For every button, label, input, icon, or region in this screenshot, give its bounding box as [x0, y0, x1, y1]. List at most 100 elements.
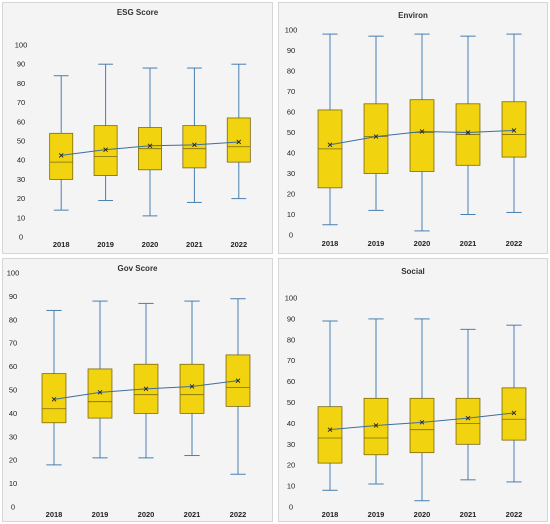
x-tick-label: 2018 — [46, 510, 63, 519]
box-2019 — [87, 300, 113, 459]
y-tick-label: 100 — [285, 294, 298, 303]
box-2018 — [317, 320, 343, 491]
box-iqr — [179, 363, 205, 414]
mean-marker — [236, 139, 242, 145]
y-tick-label: 100 — [7, 269, 20, 278]
chart-title: Environ — [398, 11, 428, 20]
y-tick-label: 70 — [287, 356, 295, 365]
mean-marker-stroke — [143, 386, 149, 392]
mean-marker-stroke — [373, 134, 379, 139]
y-tick-label: 30 — [9, 432, 17, 441]
y-tick-label: 70 — [287, 87, 295, 96]
y-tick-label: 30 — [17, 175, 25, 184]
y-tick-label: 60 — [17, 117, 25, 126]
mean-marker — [147, 143, 153, 149]
mean-marker — [511, 410, 517, 416]
mean-marker-stroke — [189, 384, 195, 389]
box-2021 — [455, 328, 481, 481]
box-2021 — [182, 67, 207, 203]
y-tick-label: 10 — [287, 210, 295, 219]
y-tick-label: 50 — [287, 398, 295, 407]
mean-marker — [419, 129, 425, 134]
y-tick-label: 80 — [9, 315, 17, 324]
box-iqr — [317, 406, 343, 464]
mean-marker-stroke — [192, 142, 197, 148]
mean-marker — [51, 397, 57, 402]
mean-marker — [143, 386, 149, 392]
x-tick-label: 2019 — [368, 510, 385, 519]
mean-marker — [235, 378, 241, 383]
x-tick-label: 2022 — [230, 240, 247, 249]
y-tick-label: 80 — [287, 67, 295, 76]
mean-marker-stroke — [97, 390, 103, 395]
box-iqr — [409, 397, 435, 454]
y-tick-label: 50 — [17, 137, 25, 146]
chart-panel-gov-score: Gov Score 0 10 20 30 40 50 60 70 80 90 100 2018 2019 2… — [2, 258, 273, 522]
mean-marker-stroke — [103, 147, 108, 152]
box-2022 — [225, 298, 251, 475]
mean-marker — [192, 142, 197, 148]
chart-panel-environ: Environ 0 10 20 30 40 50 60 70 80 90 100 2018 2019 202… — [278, 2, 548, 254]
y-tick-label: 70 — [9, 339, 17, 348]
mean-marker-stroke — [327, 142, 333, 148]
chart-svg-environ: Environ 0 10 20 30 40 50 60 70 80 90 100 2018 2019 202… — [285, 11, 527, 248]
x-tick-label: 2020 — [414, 510, 431, 519]
y-tick-label: 10 — [17, 213, 25, 222]
mean-marker-stroke — [419, 129, 425, 134]
box-2020 — [409, 318, 435, 502]
mean-marker — [327, 427, 333, 432]
y-tick-label: 50 — [9, 386, 17, 395]
x-tick-label: 2020 — [414, 239, 431, 248]
box-2019 — [363, 35, 389, 211]
mean-marker-stroke — [235, 378, 241, 383]
mean-marker — [511, 128, 517, 133]
mean-marker — [465, 415, 471, 421]
mean-marker — [419, 420, 425, 425]
y-tick-label: 100 — [285, 26, 298, 35]
box-2020 — [133, 302, 159, 459]
y-tick-label: 20 — [17, 194, 25, 203]
box-2019 — [363, 318, 389, 485]
chart-svg-esg-score: ESG Score 0 10 20 30 40 50 60 70 80 90 100 2018 2019 2… — [15, 8, 251, 249]
mean-marker — [465, 130, 471, 135]
box-iqr — [226, 117, 251, 163]
mean-marker — [97, 390, 103, 395]
y-tick-label: 10 — [287, 482, 295, 491]
box-iqr — [409, 99, 435, 172]
y-tick-label: 100 — [15, 41, 28, 50]
box-2018 — [41, 309, 67, 466]
x-tick-label: 2019 — [97, 240, 114, 249]
box-2021 — [455, 35, 481, 215]
mean-marker — [373, 134, 379, 139]
mean-marker — [327, 142, 333, 148]
box-iqr — [41, 373, 67, 424]
x-tick-label: 2022 — [506, 239, 523, 248]
mean-marker-stroke — [465, 130, 471, 135]
box-iqr — [363, 103, 389, 174]
mean-marker-stroke — [511, 410, 517, 416]
x-tick-label: 2022 — [230, 510, 247, 519]
x-tick-label: 2022 — [506, 510, 523, 519]
box-2022 — [501, 324, 527, 483]
box-2022 — [501, 33, 527, 213]
y-tick-label: 90 — [9, 292, 17, 301]
chart-panel-esg-score: ESG Score 0 10 20 30 40 50 60 70 80 90 100 2018 2019 2… — [2, 2, 273, 254]
y-tick-label: 50 — [287, 128, 295, 137]
x-tick-label: 2019 — [92, 510, 109, 519]
y-tick-label: 40 — [287, 419, 295, 428]
box-2018 — [317, 33, 343, 226]
x-tick-label: 2021 — [460, 510, 477, 519]
box-2022 — [226, 63, 251, 200]
y-tick-label: 80 — [287, 335, 295, 344]
x-tick-label: 2018 — [322, 239, 339, 248]
chart-title: ESG Score — [117, 8, 159, 17]
y-tick-label: 60 — [287, 108, 295, 117]
box-2021 — [179, 300, 205, 457]
box-iqr — [87, 368, 113, 419]
y-tick-label: 90 — [287, 314, 295, 323]
x-tick-label: 2021 — [460, 239, 477, 248]
mean-marker — [58, 153, 64, 158]
mean-marker-stroke — [419, 420, 425, 425]
mean-marker-stroke — [147, 143, 153, 149]
box-2019 — [93, 63, 118, 202]
